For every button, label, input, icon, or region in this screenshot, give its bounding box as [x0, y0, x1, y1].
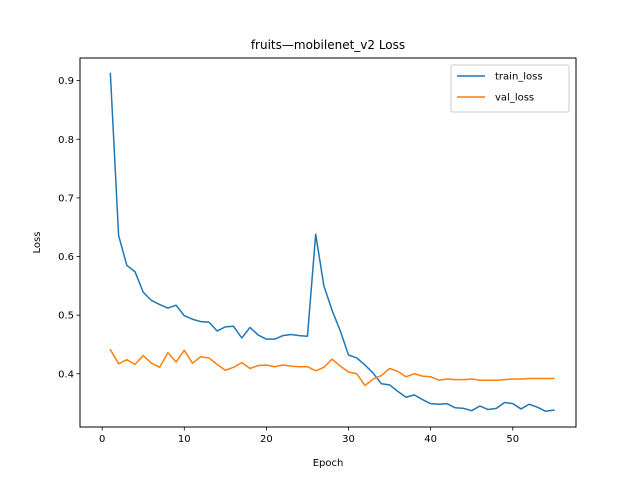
y-tick-label: 0.9	[58, 76, 74, 87]
series-line-train-loss	[109, 72, 555, 413]
x-axis: 0 10 20 30 40 50	[99, 427, 519, 445]
x-tick-label: 0	[99, 434, 105, 445]
legend-label: val_loss	[495, 93, 534, 104]
x-tick-label: 10	[178, 434, 191, 445]
y-tick-label: 0.5	[58, 311, 74, 322]
y-tick-label: 0.4	[58, 369, 74, 380]
chart-title: fruits—mobilenet_v2 Loss	[251, 38, 405, 52]
y-tick-label: 0.8	[58, 135, 74, 146]
x-axis-label: Epoch	[313, 458, 344, 469]
y-tick-label: 0.6	[58, 252, 74, 263]
x-tick-label: 50	[506, 434, 519, 445]
axes-frame	[79, 57, 577, 428]
series-line-val-loss	[109, 348, 555, 387]
y-tick-label: 0.7	[58, 193, 74, 204]
series-layer	[109, 72, 555, 413]
x-tick-label: 30	[342, 434, 355, 445]
legend-label: train_loss	[495, 72, 543, 83]
x-tick-label: 40	[424, 434, 437, 445]
y-axis: 0.4 0.5 0.6 0.7 0.8 0.9	[58, 76, 80, 380]
legend: train_loss val_loss	[450, 64, 570, 113]
y-axis-label: Loss	[32, 232, 43, 254]
x-tick-label: 20	[260, 434, 273, 445]
